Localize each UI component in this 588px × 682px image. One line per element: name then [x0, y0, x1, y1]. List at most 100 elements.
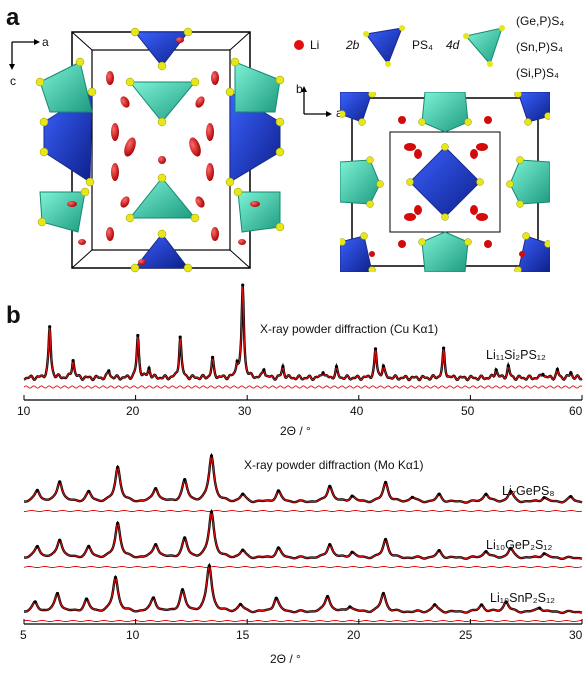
mo-tick-20: 20 — [347, 628, 361, 642]
peak-marker — [274, 596, 278, 600]
peak-marker — [569, 495, 573, 499]
peak-marker — [48, 325, 52, 329]
peak-marker — [136, 333, 140, 338]
peak-marker — [116, 521, 120, 525]
peak-marker — [154, 487, 158, 491]
legend-2b: 2b — [346, 38, 360, 52]
peak-marker — [87, 544, 91, 548]
peak-marker — [276, 489, 280, 493]
cu-tick-50: 50 — [461, 404, 475, 418]
peak-marker — [87, 489, 91, 493]
peak-marker — [348, 605, 352, 609]
peak-marker — [484, 550, 488, 554]
peak-marker — [480, 603, 484, 607]
mo-tick-15: 15 — [236, 628, 250, 642]
peak-marker — [33, 600, 37, 604]
axis-indicator-right — [301, 86, 332, 117]
peak-marker — [442, 346, 446, 350]
mo-tick-5: 5 — [20, 628, 27, 642]
cu-tick-labels: 10 20 30 40 50 60 — [0, 404, 588, 424]
peak-marker — [241, 283, 245, 287]
cu-x-axis-label: 2Θ / ° — [280, 424, 311, 438]
peak-marker — [241, 492, 245, 496]
cu-xrd-traces — [23, 283, 583, 389]
peak-marker — [35, 488, 40, 492]
peak-marker — [542, 552, 546, 556]
mo-xrd-plot — [23, 452, 583, 625]
peak-marker — [437, 492, 441, 496]
peak-marker — [484, 492, 488, 496]
peak-marker — [350, 494, 354, 498]
peak-marker — [262, 368, 266, 372]
observed-pattern-1 — [23, 285, 583, 382]
peak-marker — [569, 371, 573, 375]
peak-marker — [381, 364, 385, 368]
mo-x-ticks — [23, 619, 583, 624]
legend-4d: 4d — [446, 38, 460, 52]
peak-marker — [506, 364, 510, 368]
peak-marker — [350, 550, 354, 554]
peak-marker — [35, 544, 40, 549]
peak-marker — [555, 367, 560, 371]
peak-marker — [538, 606, 542, 610]
bottom-plot-title: X-ray powder diffraction (Mo Kα1) — [244, 458, 424, 472]
peak-marker — [183, 478, 187, 482]
peak-marker — [209, 510, 214, 514]
crystal-structure-right — [340, 92, 550, 272]
peak-marker — [276, 546, 280, 550]
bottom-sample-2: Li₁₀GeP₂S₁₂ — [486, 538, 553, 552]
peak-marker — [321, 371, 325, 375]
mo-tick-10: 10 — [126, 628, 140, 642]
mo-x-axis-label: 2Θ / ° — [270, 652, 301, 666]
cu-tick-40: 40 — [350, 404, 364, 418]
peak-marker — [504, 600, 508, 604]
axis-b-label-right: b — [296, 82, 303, 96]
peak-marker — [326, 594, 330, 599]
peak-marker — [147, 366, 151, 370]
peak-marker — [180, 588, 185, 592]
legend-li: Li — [310, 38, 320, 52]
top-plot-sample-label: Li₁₁Si₂PS₁₂ — [486, 348, 546, 362]
peak-marker — [494, 368, 498, 372]
calculated-pattern-3 — [24, 564, 583, 614]
mo-tick-30: 30 — [569, 628, 583, 642]
panel-a-letter: a — [6, 4, 20, 31]
mo-tick-25: 25 — [459, 628, 473, 642]
observed-pattern-2 — [24, 508, 583, 560]
peak-marker — [178, 335, 182, 339]
peak-marker — [328, 484, 332, 488]
peak-marker — [373, 347, 378, 351]
calculated-pattern-1 — [24, 454, 583, 504]
calculated-pattern-2 — [24, 510, 583, 560]
peak-marker — [541, 372, 545, 376]
peak-marker — [211, 355, 215, 359]
peak-marker — [55, 591, 60, 596]
mo-xrd-traces — [23, 452, 583, 623]
bottom-sample-1: Li₇GePS₈ — [502, 484, 555, 498]
legend-snp: (Sn,P)S₄ — [516, 40, 563, 54]
peak-marker — [433, 603, 437, 607]
peak-marker — [437, 549, 441, 553]
peak-marker — [410, 495, 414, 499]
peak-marker — [71, 359, 75, 363]
peak-marker — [107, 369, 111, 373]
observed-pattern-1 — [24, 452, 583, 504]
peak-marker — [384, 537, 388, 542]
peak-marker — [509, 546, 513, 550]
difference-curve-1 — [23, 509, 583, 513]
peak-marker — [238, 602, 243, 606]
peak-marker — [207, 564, 211, 568]
crystal-structure-left — [35, 27, 285, 273]
peak-marker — [281, 364, 285, 369]
peak-marker — [151, 596, 156, 600]
peak-marker — [84, 597, 89, 601]
cu-xrd-plot — [23, 283, 583, 401]
teal-tetrahedron-legend-icon — [463, 25, 505, 67]
peak-marker — [381, 591, 385, 596]
peak-marker — [241, 548, 245, 552]
peak-marker — [328, 543, 332, 547]
peak-marker — [113, 575, 118, 580]
peak-marker — [334, 365, 339, 369]
peak-marker — [209, 454, 214, 458]
panel-b-letter: b — [6, 302, 21, 329]
